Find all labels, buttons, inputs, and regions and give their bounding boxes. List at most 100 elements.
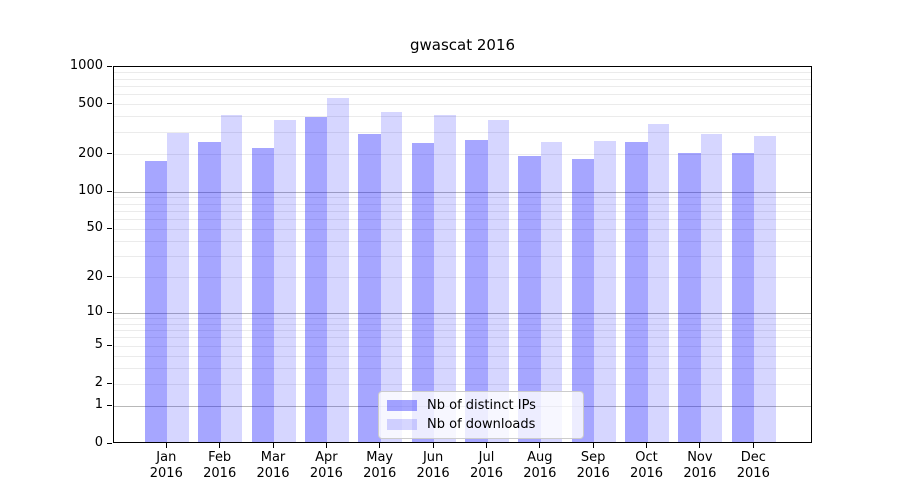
gridline-6 bbox=[114, 337, 811, 339]
bar-downloads-6 bbox=[487, 120, 509, 442]
y-tick-500 bbox=[107, 103, 112, 105]
x-tick-0 bbox=[165, 443, 167, 448]
gridline-800 bbox=[114, 78, 811, 80]
y-tick-10 bbox=[107, 311, 112, 313]
y-tick-5 bbox=[107, 344, 112, 346]
gridline-500 bbox=[114, 104, 811, 106]
y-tick-label-10: 10 bbox=[86, 304, 103, 320]
x-tick-label-8: Sep 2016 bbox=[576, 450, 610, 481]
x-tick-6 bbox=[486, 443, 487, 448]
x-tick-5 bbox=[432, 443, 434, 448]
gridline-2 bbox=[114, 383, 811, 385]
bar-distinct-ips-1 bbox=[198, 141, 221, 442]
bar-distinct-ips-10 bbox=[678, 152, 701, 442]
x-tick-2 bbox=[272, 443, 274, 448]
gridline-900 bbox=[114, 72, 811, 74]
gridline-70 bbox=[114, 210, 811, 212]
y-tick-label-500: 500 bbox=[78, 95, 103, 111]
x-tick-10 bbox=[699, 443, 701, 448]
gridline-600 bbox=[114, 94, 811, 96]
legend-label-downloads: Nb of downloads bbox=[427, 417, 536, 432]
x-tick-label-10: Nov 2016 bbox=[683, 450, 717, 481]
gridline-90 bbox=[114, 197, 811, 199]
legend: Nb of distinct IPs Nb of downloads bbox=[378, 391, 584, 439]
x-tick-label-4: May 2016 bbox=[363, 450, 397, 481]
bar-downloads-9 bbox=[647, 124, 669, 442]
gridline-50 bbox=[114, 228, 811, 230]
gridline-100 bbox=[114, 191, 811, 193]
bar-distinct-ips-5 bbox=[411, 142, 435, 442]
y-tick-label-100: 100 bbox=[78, 183, 103, 199]
x-tick-label-1: Feb 2016 bbox=[203, 450, 237, 481]
x-tick-label-6: Jul 2016 bbox=[469, 450, 504, 481]
bar-downloads-11 bbox=[754, 135, 776, 442]
gridline-5 bbox=[114, 345, 811, 347]
gridline-40 bbox=[114, 240, 811, 242]
y-tick-label-20: 20 bbox=[86, 268, 103, 284]
gridline-200 bbox=[114, 154, 811, 156]
bar-downloads-10 bbox=[700, 134, 723, 442]
bar-downloads-1 bbox=[220, 114, 243, 442]
chart-title: gwascat 2016 bbox=[409, 36, 516, 54]
legend-label-distinct-ips: Nb of distinct IPs bbox=[427, 398, 536, 413]
gridline-4 bbox=[114, 355, 811, 357]
bar-downloads-8 bbox=[594, 140, 616, 442]
gridline-7 bbox=[114, 330, 811, 331]
bar-distinct-ips-2 bbox=[251, 148, 274, 442]
gridline-3 bbox=[114, 367, 811, 369]
y-tick-1 bbox=[107, 404, 112, 406]
x-tick-11 bbox=[752, 443, 754, 448]
x-tick-4 bbox=[379, 443, 381, 448]
bar-downloads-5 bbox=[434, 115, 456, 442]
x-tick-label-0: Jan 2016 bbox=[149, 450, 183, 481]
legend-item-downloads: Nb of downloads bbox=[387, 415, 575, 434]
y-tick-200 bbox=[107, 153, 112, 155]
y-tick-label-5: 5 bbox=[94, 337, 103, 353]
legend-swatch-distinct-ips bbox=[387, 400, 417, 411]
gridline-20 bbox=[114, 277, 811, 279]
x-tick-7 bbox=[539, 443, 541, 448]
y-tick-label-200: 200 bbox=[78, 145, 103, 161]
bar-distinct-ips-4 bbox=[358, 134, 381, 442]
legend-item-distinct-ips: Nb of distinct IPs bbox=[387, 396, 575, 415]
bar-downloads-3 bbox=[327, 98, 349, 442]
x-tick-label-9: Oct 2016 bbox=[629, 450, 664, 481]
x-tick-1 bbox=[219, 443, 221, 448]
x-tick-label-5: Jun 2016 bbox=[416, 450, 450, 481]
y-tick-label-2: 2 bbox=[94, 375, 103, 391]
y-tick-100 bbox=[107, 190, 112, 192]
gridline-400 bbox=[114, 116, 811, 118]
bar-distinct-ips-6 bbox=[465, 140, 488, 442]
y-tick-1000 bbox=[107, 65, 112, 67]
gridline-10 bbox=[114, 312, 811, 314]
y-tick-label-1: 1 bbox=[94, 397, 103, 413]
bar-downloads-7 bbox=[540, 142, 563, 442]
bar-downloads-2 bbox=[274, 120, 296, 442]
bar-downloads-0 bbox=[167, 133, 189, 442]
gridline-700 bbox=[114, 85, 811, 87]
bar-distinct-ips-0 bbox=[144, 161, 168, 442]
gridline-9 bbox=[114, 317, 811, 319]
gridline-30 bbox=[114, 256, 811, 258]
x-tick-label-11: Dec 2016 bbox=[736, 450, 770, 481]
bar-distinct-ips-7 bbox=[518, 156, 541, 442]
x-tick-label-7: Aug 2016 bbox=[523, 450, 557, 481]
bar-distinct-ips-3 bbox=[304, 117, 328, 442]
gridline-300 bbox=[114, 132, 811, 134]
y-tick-2 bbox=[107, 382, 112, 384]
gridline-60 bbox=[114, 219, 811, 221]
gridline-80 bbox=[114, 203, 811, 205]
bar-distinct-ips-9 bbox=[625, 141, 648, 442]
x-tick-9 bbox=[646, 443, 647, 448]
y-tick-20 bbox=[107, 276, 112, 278]
x-tick-8 bbox=[592, 443, 594, 448]
y-tick-50 bbox=[107, 227, 112, 229]
plot-area bbox=[113, 66, 812, 443]
x-tick-3 bbox=[325, 443, 327, 448]
legend-swatch-downloads bbox=[387, 419, 417, 430]
y-tick-label-50: 50 bbox=[86, 220, 103, 236]
y-tick-0 bbox=[107, 442, 112, 444]
bar-distinct-ips-8 bbox=[571, 159, 595, 442]
gridline-8 bbox=[114, 323, 811, 325]
y-tick-label-1000: 1000 bbox=[69, 58, 103, 73]
